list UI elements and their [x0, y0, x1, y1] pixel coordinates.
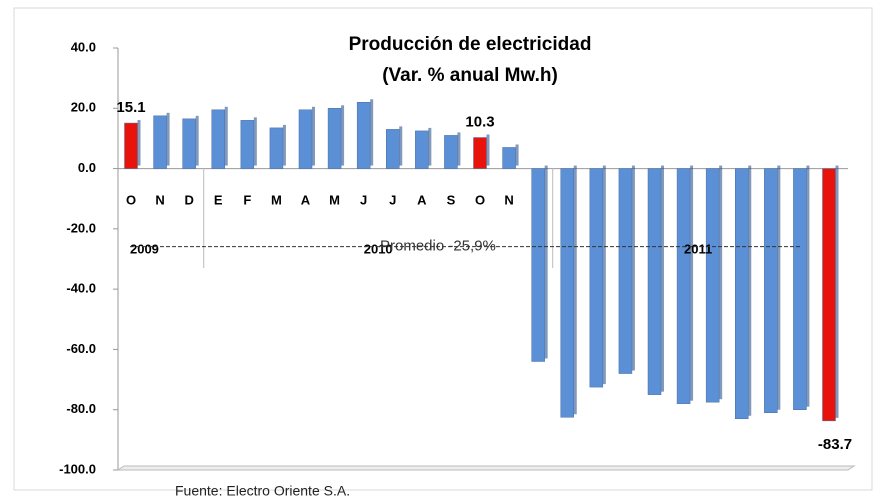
bar	[589, 168, 604, 388]
y-tick-label: -80.0	[66, 401, 96, 416]
bar	[618, 168, 633, 374]
bar-side	[399, 126, 403, 166]
bar-side	[137, 120, 141, 166]
bar	[444, 135, 458, 169]
x-tick-label: N	[155, 192, 164, 207]
y-tick-label: 0.0	[78, 160, 96, 175]
source-note: Fuente: Electro Oriente S.A.	[175, 483, 350, 498]
bar	[182, 118, 196, 169]
bar	[502, 147, 516, 169]
y-tick-label: -100.0	[59, 461, 96, 476]
bar-side	[806, 165, 810, 407]
bar	[473, 137, 487, 169]
x-tick-label: A	[301, 192, 311, 207]
y-tick-label: 20.0	[71, 100, 96, 115]
x-tick-label: S	[447, 192, 456, 207]
bar-side	[719, 165, 723, 400]
bar	[211, 109, 225, 169]
y-tick-label: 40.0	[71, 39, 96, 54]
y-tick-label: -40.0	[66, 281, 96, 296]
bar-side	[457, 132, 461, 166]
bar	[647, 168, 662, 395]
average-label: Promedio -25,9%	[380, 238, 496, 255]
floor	[116, 465, 856, 471]
bar	[705, 168, 720, 403]
chart-subtitle: (Var. % anual Mw.h)	[382, 65, 558, 86]
bar	[415, 130, 429, 169]
bar	[386, 129, 400, 169]
bar	[240, 120, 255, 169]
bar-side	[690, 165, 694, 401]
value-label: 15.1	[116, 99, 145, 116]
bar-side	[544, 165, 548, 359]
bar-side	[166, 112, 170, 166]
bar	[560, 168, 574, 418]
bar	[124, 122, 138, 169]
bar	[735, 168, 749, 420]
bar	[764, 168, 778, 413]
bar	[327, 108, 342, 169]
bar-side	[253, 117, 257, 166]
x-tick-label: A	[417, 192, 427, 207]
bar-side	[602, 165, 606, 385]
bar-side	[282, 124, 286, 166]
x-tick-label: O	[126, 192, 136, 207]
x-tick-label: D	[184, 192, 193, 207]
bar	[269, 127, 284, 169]
x-tick-label: M	[329, 192, 340, 207]
group-label: 2009	[130, 241, 159, 256]
x-tick-label: E	[214, 192, 223, 207]
x-tick-label: M	[271, 192, 282, 207]
bar	[676, 168, 691, 404]
bar-side	[312, 106, 315, 166]
bar-side	[573, 165, 577, 415]
x-tick-label: O	[475, 192, 485, 207]
bar-side	[661, 165, 664, 392]
x-tick-label: N	[504, 192, 513, 207]
y-tick-label: -60.0	[66, 341, 96, 356]
value-label: 10.3	[465, 113, 494, 130]
chart-title: Producción de electricidad	[349, 34, 592, 55]
x-tick-label: F	[243, 192, 251, 207]
x-tick-label: J	[360, 192, 367, 207]
bar-side	[370, 99, 374, 166]
group-label: 2011	[684, 241, 712, 256]
value-label: -83.7	[818, 436, 852, 453]
bar-side	[341, 105, 345, 166]
x-tick-label: J	[389, 192, 396, 207]
bar	[822, 168, 836, 422]
group-label: 2010	[364, 241, 393, 256]
bar-side	[835, 165, 839, 418]
bar	[356, 102, 371, 169]
bar-side	[748, 165, 752, 416]
bar	[793, 168, 807, 410]
bar-side	[224, 106, 228, 166]
bar-side	[486, 134, 490, 166]
bar	[298, 109, 313, 169]
bar-side	[195, 115, 199, 166]
bar	[153, 115, 167, 169]
bar-side	[631, 165, 635, 371]
chart-frame	[13, 7, 873, 491]
bar	[531, 168, 545, 362]
bar-side	[515, 144, 519, 166]
bar-side	[777, 165, 781, 410]
y-tick-label: -20.0	[66, 220, 96, 235]
bar-side	[428, 127, 432, 166]
